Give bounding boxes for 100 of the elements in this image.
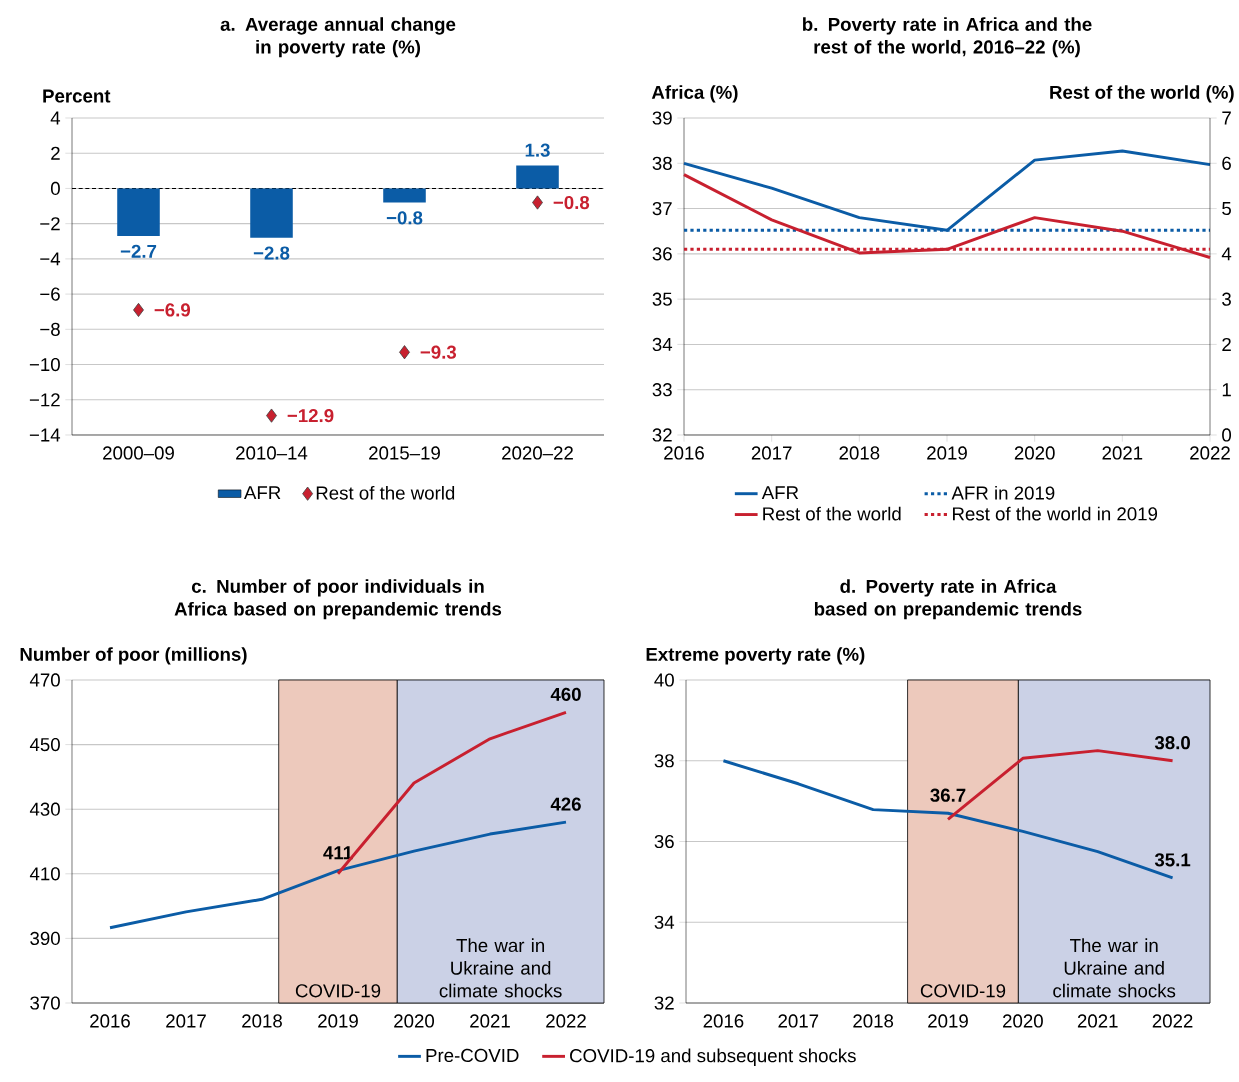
band-label: COVID-19 [920, 984, 1006, 998]
chart-title: a. Average annual change in poverty rate (%) [220, 17, 456, 58]
x-tick-label: 2018 [242, 1014, 282, 1028]
y-tick-label: 410 [29, 867, 60, 881]
y2-tick-label: 5 [1222, 202, 1231, 216]
y-tick-label: 4 [50, 111, 61, 125]
x-tick-label: 2020 [394, 1014, 435, 1028]
y2-axis-title: Rest of the world (%) [1050, 85, 1234, 103]
line-series [682, 173, 1212, 259]
y-tick-label: 370 [30, 996, 60, 1010]
x-tick-label: 2018 [839, 446, 880, 460]
y-tick-label: 0 [50, 181, 60, 196]
y-tick-label: −8 [40, 322, 60, 336]
legend-label: COVID-19 and subsequent shocks [570, 1048, 856, 1066]
legend-label: Pre-COVID [426, 1048, 519, 1063]
y-tick-label: 36 [652, 247, 672, 261]
data-label: −6.9 [154, 303, 191, 317]
y-tick-label: −12 [29, 393, 60, 407]
x-tick-label: 2022 [546, 1014, 586, 1028]
y2-tick-label: 7 [1222, 111, 1231, 125]
y-tick-label: 390 [30, 931, 60, 946]
x-tick-label: 2020 [1003, 1014, 1043, 1028]
data-label: 426 [550, 797, 581, 811]
y-tick-label: 37 [652, 201, 672, 216]
y-tick-label: 34 [652, 337, 673, 352]
y-tick-label: 470 [29, 673, 60, 687]
y-tick-label: 2 [51, 146, 60, 160]
x-tick-label: 2017 [166, 1014, 206, 1028]
legend-label: Rest of the world [316, 485, 455, 500]
x-tick-label: 2019 [318, 1014, 358, 1028]
y-tick-label: 450 [29, 737, 60, 752]
y-tick-label: 33 [652, 383, 672, 397]
y-tick-label: 40 [654, 673, 674, 687]
y-axis-title: Africa (%) [651, 85, 738, 103]
x-tick-label: 2017 [778, 1014, 819, 1028]
point [532, 195, 543, 210]
y2-tick-label: 2 [1222, 337, 1231, 351]
x-tick-label: 2017 [751, 446, 792, 460]
point [399, 345, 410, 360]
y-tick-label: 34 [654, 915, 675, 929]
chart-title: d. Poverty rate in Africa based on prepandemic trends [814, 579, 1082, 620]
y-axis-title: Extreme poverty rate (%) [646, 647, 865, 665]
x-tick-label: 2018 [853, 1014, 894, 1028]
data-label: −0.8 [553, 195, 590, 210]
y2-tick-label: 1 [1222, 383, 1231, 397]
x-tick-label: 2022 [1190, 446, 1230, 460]
data-label: −2.7 [120, 244, 157, 258]
legend-label: AFR [243, 486, 281, 500]
x-tick-label: 2020 [1014, 446, 1055, 460]
y2-tick-label: 4 [1221, 247, 1232, 261]
point [266, 408, 277, 423]
legend-label: Rest of the world [763, 506, 901, 521]
chart-title: c. Number of poor individuals in Africa based on prepandemic trends [174, 579, 502, 620]
data-label: −12.9 [287, 409, 334, 423]
data-label: 36.7 [930, 788, 966, 802]
x-tick-label: 2022 [1152, 1014, 1193, 1028]
y-tick-label: −6 [40, 287, 60, 301]
y-tick-label: 39 [652, 111, 672, 125]
legend-label: AFR in 2019 [951, 485, 1055, 500]
y-tick-label: 38 [654, 754, 674, 768]
data-label: 460 [550, 687, 581, 701]
y-tick-label: 32 [654, 996, 674, 1010]
band-label: COVID-19 [295, 984, 381, 998]
y2-tick-label: 6 [1222, 156, 1231, 170]
y-axis-title: Number of poor (millions) [20, 647, 247, 665]
y-axis-title: Percent [43, 89, 111, 103]
y-tick-label: 36 [654, 834, 674, 849]
line-series [682, 149, 1212, 232]
y-tick-label: −10 [29, 357, 60, 372]
x-tick-label: 2019 [927, 446, 967, 460]
y-tick-label: 32 [652, 428, 672, 442]
data-label: −9.3 [420, 345, 457, 359]
y-tick-label: 430 [29, 802, 60, 816]
y2-tick-label: 3 [1222, 292, 1231, 306]
data-label: 1.3 [525, 143, 550, 157]
x-tick-label: 2000–09 [103, 446, 174, 460]
x-tick-label: 2021 [1077, 1014, 1118, 1028]
data-label: 38.0 [1154, 736, 1190, 750]
y-tick-label: −14 [29, 428, 61, 442]
y-tick-label: 35 [652, 292, 672, 306]
x-tick-label: 2021 [470, 1014, 510, 1028]
x-tick-label: 2016 [703, 1014, 744, 1028]
x-tick-label: 2010–14 [236, 446, 308, 460]
chart-title: b. Poverty rate in Africa and the rest of the world, 2016–22 (%) [803, 17, 1092, 58]
line-series [108, 820, 568, 930]
legend-label: AFR [761, 486, 799, 500]
x-tick-label: 2020–22 [502, 446, 573, 460]
legend-label: Rest of the world in 2019 [953, 506, 1158, 521]
x-tick-label: 2021 [1102, 446, 1143, 460]
data-label: −0.8 [386, 211, 423, 225]
y-tick-label: −4 [40, 252, 61, 266]
data-label: −2.8 [253, 246, 290, 260]
data-label: 35.1 [1154, 853, 1191, 867]
x-tick-label: 2015–19 [369, 446, 440, 460]
y-tick-label: −2 [40, 217, 60, 231]
y2-tick-label: 0 [1222, 428, 1232, 442]
band-label: The war in Ukraine and climate shocks [439, 938, 562, 998]
x-tick-label: 2016 [664, 446, 704, 460]
y-tick-label: 38 [652, 156, 672, 170]
x-tick-label: 2016 [90, 1014, 130, 1028]
